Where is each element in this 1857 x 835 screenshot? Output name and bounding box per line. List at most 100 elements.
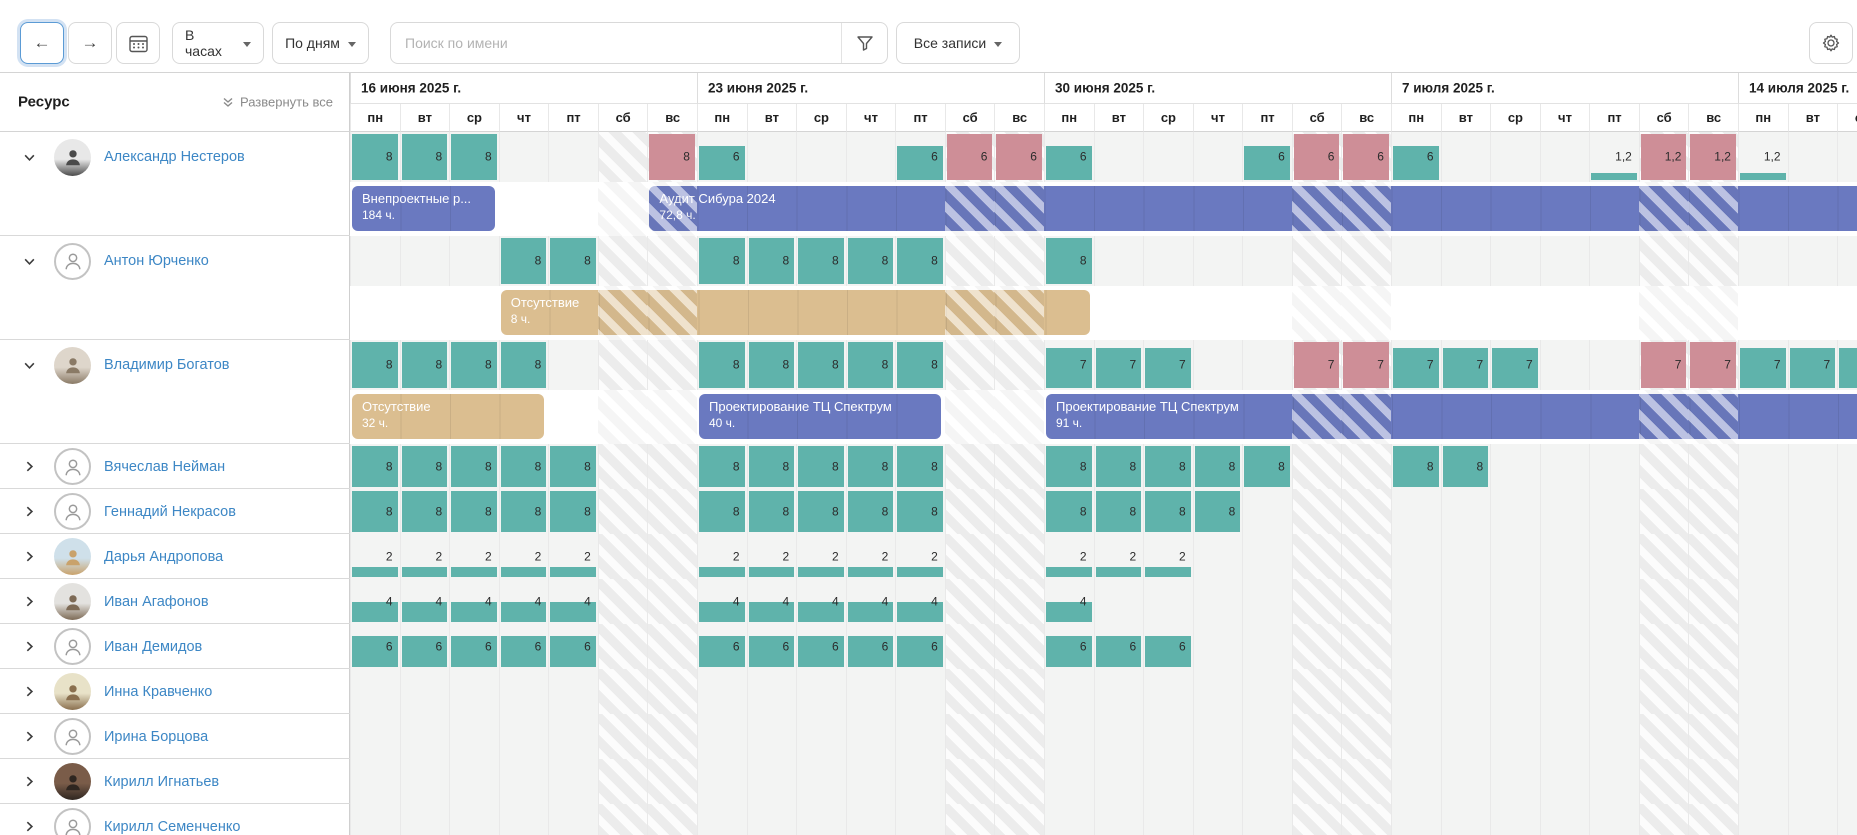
- day-cell[interactable]: [1589, 236, 1639, 286]
- day-cell[interactable]: [647, 579, 697, 624]
- day-cell[interactable]: [1638, 804, 1689, 835]
- day-cell[interactable]: 8: [1143, 489, 1193, 534]
- day-cell[interactable]: 7: [1440, 340, 1491, 390]
- day-cell[interactable]: 6: [1093, 624, 1144, 669]
- day-cell[interactable]: [845, 132, 896, 182]
- day-cell[interactable]: [597, 579, 648, 624]
- day-cell[interactable]: [746, 804, 797, 835]
- day-cell[interactable]: [1490, 579, 1540, 624]
- day-cell[interactable]: [1391, 534, 1441, 579]
- day-cell[interactable]: 8: [796, 489, 846, 534]
- day-cell[interactable]: [796, 132, 846, 182]
- day-cell[interactable]: [1192, 669, 1243, 714]
- day-cell[interactable]: [697, 669, 747, 714]
- day-cell[interactable]: [1589, 804, 1639, 835]
- day-cell[interactable]: [845, 804, 896, 835]
- day-cell[interactable]: [1341, 444, 1391, 489]
- day-cell[interactable]: [944, 340, 995, 390]
- absence-bar[interactable]: Отсутствие 8 ч.: [500, 290, 1090, 335]
- day-cell[interactable]: [1490, 534, 1540, 579]
- day-cell[interactable]: [1539, 669, 1590, 714]
- day-cell[interactable]: 8: [895, 340, 945, 390]
- day-cell[interactable]: 6: [449, 624, 499, 669]
- day-cell[interactable]: 7: [1291, 340, 1342, 390]
- day-cell[interactable]: 6: [746, 624, 797, 669]
- day-cell[interactable]: [597, 132, 648, 182]
- day-cell[interactable]: [647, 534, 697, 579]
- day-cell[interactable]: [845, 759, 896, 804]
- day-cell[interactable]: [1738, 236, 1788, 286]
- day-cell[interactable]: 7: [1143, 340, 1193, 390]
- day-cell[interactable]: [1539, 236, 1590, 286]
- prev-period-button[interactable]: ←: [20, 22, 64, 64]
- day-cell[interactable]: [647, 714, 697, 759]
- day-cell[interactable]: [1837, 579, 1857, 624]
- day-cell[interactable]: [1638, 624, 1689, 669]
- day-cell[interactable]: 2: [1093, 534, 1144, 579]
- day-cell[interactable]: [1539, 714, 1590, 759]
- day-cell[interactable]: 2: [895, 534, 945, 579]
- day-cell[interactable]: [1391, 669, 1441, 714]
- day-cell[interactable]: [1738, 534, 1788, 579]
- day-cell[interactable]: [498, 759, 549, 804]
- day-cell[interactable]: 6: [796, 624, 846, 669]
- day-cell[interactable]: [1093, 759, 1144, 804]
- resource-name[interactable]: Иван Демидов: [104, 638, 203, 655]
- day-cell[interactable]: [1242, 579, 1292, 624]
- filter-button[interactable]: [841, 23, 887, 63]
- day-cell[interactable]: [1837, 804, 1857, 835]
- day-cell[interactable]: 8: [498, 489, 549, 534]
- day-cell[interactable]: [1688, 236, 1738, 286]
- day-cell[interactable]: [994, 489, 1044, 534]
- day-cell[interactable]: [399, 236, 450, 286]
- day-cell[interactable]: [994, 340, 1044, 390]
- day-cell[interactable]: [1490, 624, 1540, 669]
- day-cell[interactable]: [399, 669, 450, 714]
- day-cell[interactable]: [1143, 132, 1193, 182]
- day-cell[interactable]: 7: [1738, 340, 1788, 390]
- day-cell[interactable]: 7: [1837, 340, 1857, 390]
- day-cell[interactable]: [1787, 714, 1838, 759]
- day-cell[interactable]: [1341, 759, 1391, 804]
- day-cell[interactable]: [1539, 489, 1590, 534]
- day-cell[interactable]: [1391, 804, 1441, 835]
- day-cell[interactable]: [647, 489, 697, 534]
- day-cell[interactable]: [1638, 236, 1689, 286]
- day-cell[interactable]: 8: [895, 236, 945, 286]
- collapse-chevron-icon[interactable]: [14, 359, 44, 372]
- expand-all-button[interactable]: Развернуть все: [222, 95, 333, 110]
- day-cell[interactable]: 4: [796, 579, 846, 624]
- calendar-button[interactable]: [116, 22, 160, 64]
- day-cell[interactable]: 1,2: [1589, 132, 1639, 182]
- day-cell[interactable]: [1539, 804, 1590, 835]
- day-cell[interactable]: [548, 714, 598, 759]
- day-cell[interactable]: [1837, 489, 1857, 534]
- day-cell[interactable]: [647, 340, 697, 390]
- day-cell[interactable]: 6: [697, 132, 747, 182]
- day-cell[interactable]: [1440, 624, 1491, 669]
- day-cell[interactable]: [1341, 624, 1391, 669]
- next-period-button[interactable]: →: [68, 22, 112, 64]
- day-cell[interactable]: 4: [350, 579, 400, 624]
- day-cell[interactable]: [895, 759, 945, 804]
- day-cell[interactable]: [498, 669, 549, 714]
- day-cell[interactable]: 8: [548, 236, 598, 286]
- day-cell[interactable]: 6: [1391, 132, 1441, 182]
- day-cell[interactable]: [1093, 669, 1144, 714]
- day-cell[interactable]: 8: [498, 444, 549, 489]
- day-cell[interactable]: [1837, 669, 1857, 714]
- day-cell[interactable]: 8: [796, 236, 846, 286]
- day-cell[interactable]: [1192, 759, 1243, 804]
- day-cell[interactable]: 8: [697, 340, 747, 390]
- day-cell[interactable]: 8: [895, 444, 945, 489]
- day-cell[interactable]: 6: [1044, 624, 1094, 669]
- day-cell[interactable]: 6: [1291, 132, 1342, 182]
- day-cell[interactable]: [1391, 489, 1441, 534]
- day-cell[interactable]: [1192, 236, 1243, 286]
- resource-name[interactable]: Владимир Богатов: [104, 357, 230, 373]
- day-cell[interactable]: 8: [647, 132, 697, 182]
- day-cell[interactable]: [895, 669, 945, 714]
- day-cell[interactable]: [1192, 714, 1243, 759]
- day-cell[interactable]: [1192, 340, 1243, 390]
- day-cell[interactable]: 6: [697, 624, 747, 669]
